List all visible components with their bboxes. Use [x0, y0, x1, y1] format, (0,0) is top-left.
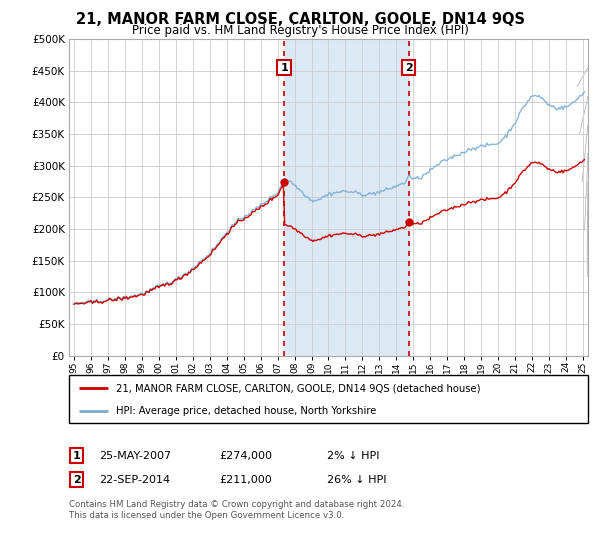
Text: 2: 2	[73, 475, 80, 485]
Text: Contains HM Land Registry data © Crown copyright and database right 2024.: Contains HM Land Registry data © Crown c…	[69, 500, 404, 509]
Text: 1: 1	[73, 451, 80, 461]
Text: 26% ↓ HPI: 26% ↓ HPI	[327, 475, 386, 485]
Text: 1: 1	[280, 63, 288, 73]
Bar	[284, 39, 409, 356]
Text: HPI: Average price, detached house, North Yorkshire: HPI: Average price, detached house, Nort…	[116, 406, 376, 416]
Text: 22-SEP-2014: 22-SEP-2014	[99, 475, 170, 485]
Text: £274,000: £274,000	[219, 451, 272, 461]
Text: 21, MANOR FARM CLOSE, CARLTON, GOOLE, DN14 9QS: 21, MANOR FARM CLOSE, CARLTON, GOOLE, DN…	[76, 12, 524, 27]
Text: 25-MAY-2007: 25-MAY-2007	[99, 451, 171, 461]
Text: Price paid vs. HM Land Registry's House Price Index (HPI): Price paid vs. HM Land Registry's House …	[131, 24, 469, 37]
Text: £211,000: £211,000	[219, 475, 272, 485]
Text: 21, MANOR FARM CLOSE, CARLTON, GOOLE, DN14 9QS (detached house): 21, MANOR FARM CLOSE, CARLTON, GOOLE, DN…	[116, 383, 480, 393]
Text: 2: 2	[404, 63, 412, 73]
Text: This data is licensed under the Open Government Licence v3.0.: This data is licensed under the Open Gov…	[69, 511, 344, 520]
Text: 2% ↓ HPI: 2% ↓ HPI	[327, 451, 380, 461]
